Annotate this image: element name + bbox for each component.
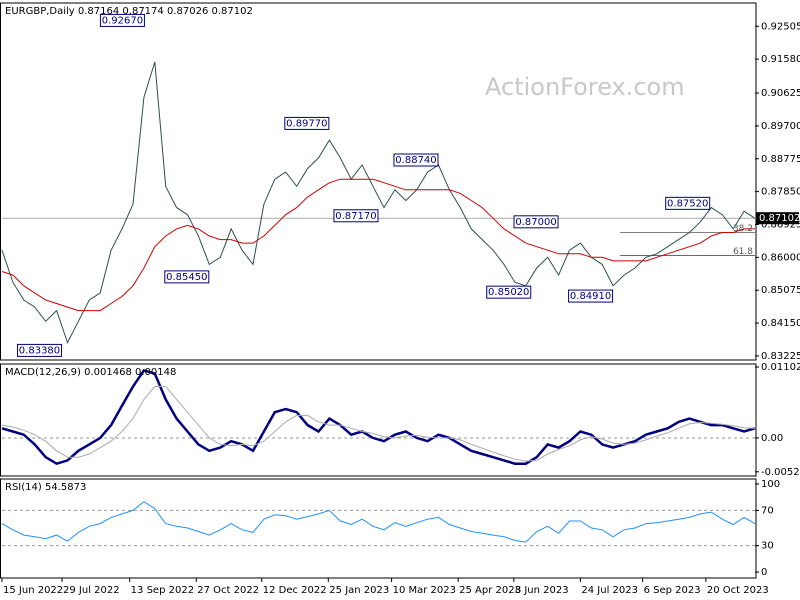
series-line: [1, 500, 756, 543]
price-label: 0.83380: [19, 345, 60, 356]
price-label: 0.92670: [102, 15, 143, 26]
x-tick-label: 10 Mar 2023: [393, 585, 456, 596]
panel-frame: [0, 363, 757, 477]
x-tick-label: 27 Oct 2022: [197, 585, 259, 596]
level-label: 61.8: [733, 247, 753, 257]
x-tick-label: 6 Sep 2023: [644, 585, 701, 596]
x-tick-label: 15 Jun 2022: [3, 585, 63, 596]
price-label-box: [164, 270, 210, 284]
x-tick-label: 25 Apr 2023: [459, 585, 521, 596]
y-tick-label: -0.005267: [761, 467, 800, 478]
y-tick-label: 70: [761, 505, 774, 516]
price-label: 0.87170: [335, 211, 376, 222]
price-label-box: [486, 285, 532, 299]
series-line: [1, 61, 756, 344]
y-tick-label: 0.00: [761, 433, 783, 444]
panel-title: MACD(12,26,9) 0.001468 0.00148: [5, 367, 176, 378]
price-label: 0.87520: [667, 198, 708, 209]
y-tick-label: 0.91580: [761, 54, 800, 65]
last-price-box: [756, 212, 799, 225]
y-tick-label: 0.84150: [761, 318, 800, 329]
series-line: [1, 386, 756, 462]
x-tick-label: 8 Jun 2023: [515, 585, 569, 596]
y-tick-label: 0.89700: [761, 121, 800, 132]
price-label: 0.85450: [166, 272, 207, 283]
series-line: [1, 368, 756, 466]
price-label-box: [568, 289, 614, 303]
panel-title: EURGBP,Daily 0.87164 0.87174 0.87026 0.8…: [5, 6, 253, 17]
price-label-box: [99, 13, 145, 27]
x-tick-label: 29 Jul 2022: [63, 585, 120, 596]
price-label: 0.85020: [488, 287, 529, 298]
price-label: 0.84910: [570, 291, 611, 302]
panel-title: RSI(14) 54.5873: [5, 482, 86, 493]
series-line: [1, 178, 755, 312]
price-label-box: [284, 116, 330, 130]
watermark: ActionForex.com: [485, 73, 685, 101]
price-label: 0.88740: [395, 155, 436, 166]
price-label-box: [16, 343, 62, 357]
y-tick-label: 0.86000: [761, 252, 800, 263]
x-tick-label: 25 Jan 2023: [329, 585, 389, 596]
y-tick-label: 0.83225: [761, 351, 800, 362]
y-tick-label: 0.87850: [761, 187, 800, 198]
y-tick-label: 0.92505: [761, 21, 800, 32]
y-tick-label: 0.88775: [761, 154, 800, 165]
price-label-box: [333, 209, 379, 223]
y-tick-label: 0.85075: [761, 285, 800, 296]
y-tick-label: 0: [761, 567, 767, 578]
x-tick-label: 13 Sep 2022: [131, 585, 194, 596]
y-tick-label: 0.86925: [761, 219, 800, 230]
y-tick-label: 30: [761, 541, 774, 552]
x-tick-label: 24 Jul 2023: [581, 585, 638, 596]
x-tick-label: 20 Oct 2023: [707, 585, 769, 596]
price-label-box: [513, 215, 559, 229]
last-price-label: 0.87102: [759, 213, 800, 224]
price-label-box: [665, 196, 711, 210]
panel-frame: [0, 2, 757, 361]
x-tick-label: 12 Dec 2022: [263, 585, 327, 596]
panel-frame: [0, 478, 757, 579]
y-tick-label: 100: [761, 479, 780, 490]
y-tick-label: 0.90625: [761, 88, 800, 99]
price-label: 0.87000: [515, 217, 556, 228]
y-tick-label: 0.011027: [761, 362, 800, 373]
price-label: 0.89770: [286, 118, 327, 129]
price-label-box: [393, 153, 439, 167]
